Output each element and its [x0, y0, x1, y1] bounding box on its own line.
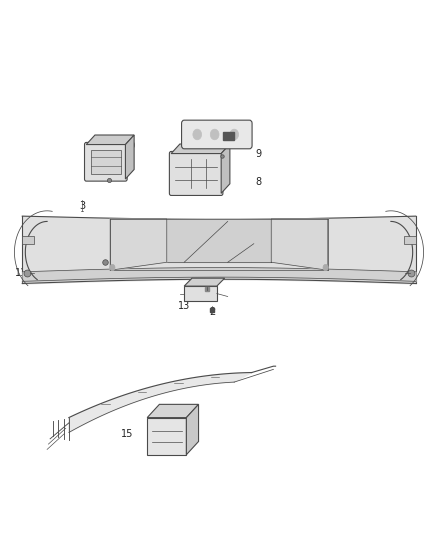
Polygon shape: [404, 236, 416, 244]
FancyBboxPatch shape: [182, 120, 252, 149]
Polygon shape: [223, 132, 234, 140]
Text: 5: 5: [24, 231, 30, 241]
Text: 7: 7: [118, 169, 124, 179]
FancyBboxPatch shape: [85, 142, 127, 181]
Circle shape: [210, 129, 219, 140]
Bar: [147, 418, 186, 455]
Polygon shape: [69, 373, 252, 432]
FancyBboxPatch shape: [170, 151, 223, 196]
Circle shape: [323, 264, 328, 271]
Text: 4: 4: [203, 285, 209, 295]
Circle shape: [230, 129, 239, 140]
Polygon shape: [125, 135, 134, 179]
Circle shape: [193, 129, 201, 140]
Text: 3: 3: [79, 200, 85, 211]
Text: 5: 5: [405, 238, 411, 248]
Text: 12: 12: [98, 257, 110, 267]
Polygon shape: [171, 144, 230, 154]
Text: 11: 11: [406, 268, 419, 278]
Text: 1: 1: [329, 227, 335, 237]
Text: 13: 13: [178, 301, 190, 311]
Text: 10: 10: [124, 141, 136, 151]
Text: 15: 15: [121, 429, 134, 439]
Text: 11: 11: [15, 268, 27, 278]
Text: 9: 9: [255, 149, 261, 159]
Polygon shape: [271, 219, 328, 270]
Polygon shape: [22, 236, 34, 244]
Text: 14: 14: [176, 406, 188, 416]
Polygon shape: [221, 144, 230, 193]
Bar: [91, 150, 121, 174]
Polygon shape: [167, 219, 271, 262]
Polygon shape: [186, 405, 198, 455]
Bar: [184, 286, 217, 301]
Text: 6: 6: [227, 132, 233, 142]
Polygon shape: [184, 278, 225, 286]
Polygon shape: [147, 405, 198, 418]
Polygon shape: [110, 219, 167, 270]
Text: 8: 8: [255, 176, 261, 187]
Circle shape: [110, 264, 115, 271]
Polygon shape: [86, 135, 134, 144]
Text: 2: 2: [209, 306, 215, 317]
